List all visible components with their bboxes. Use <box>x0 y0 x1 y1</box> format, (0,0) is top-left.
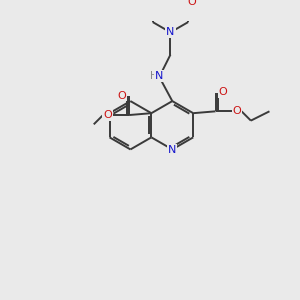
Text: N: N <box>168 146 176 155</box>
Text: O: O <box>103 110 112 120</box>
Text: O: O <box>232 106 241 116</box>
Text: N: N <box>155 71 164 81</box>
Text: O: O <box>117 91 126 100</box>
Text: H: H <box>150 71 158 81</box>
Text: N: N <box>166 27 175 37</box>
Text: O: O <box>188 0 196 7</box>
Text: O: O <box>219 87 227 97</box>
